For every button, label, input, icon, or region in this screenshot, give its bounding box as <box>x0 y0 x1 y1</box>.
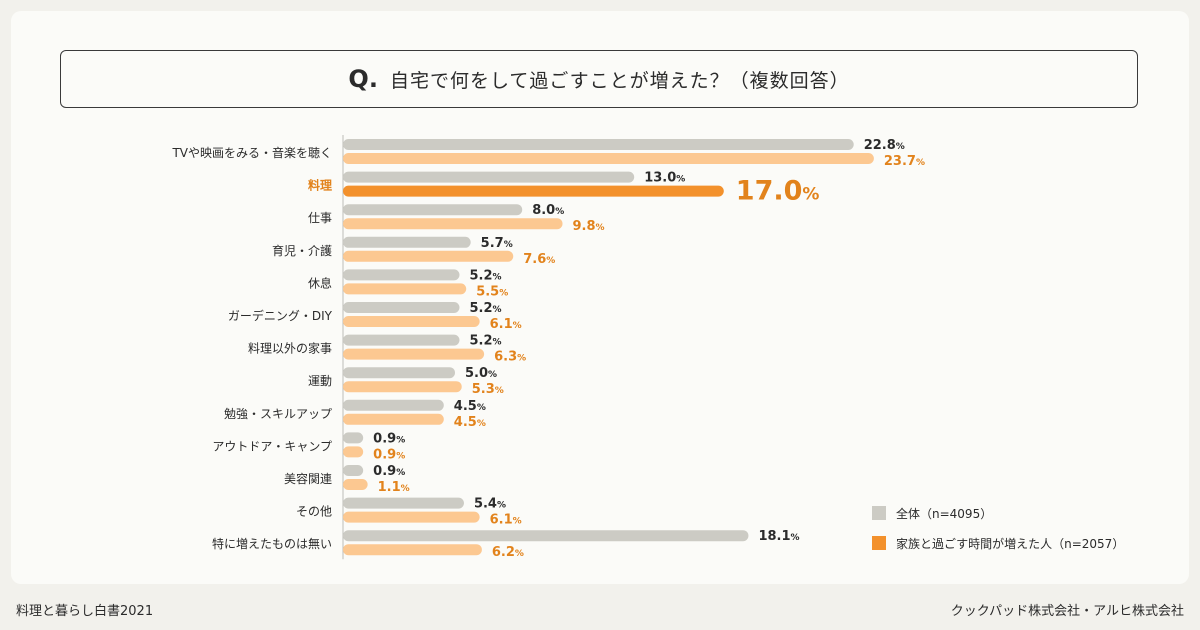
category-label: 勉強・スキルアップ <box>224 407 332 421</box>
question-box: Q. 自宅で何をして過ごすことが増えた？（複数回答） <box>60 50 1138 108</box>
bar-family <box>343 250 514 262</box>
bar-all <box>343 399 444 411</box>
bar-all <box>343 432 364 444</box>
value-label-all: 5.4% <box>474 497 506 512</box>
value-label-family: 17.0% <box>736 176 820 207</box>
category-label: 育児・介護 <box>272 243 332 258</box>
bar-family <box>343 185 724 197</box>
category-label: TVや映画をみる・音楽を聴く <box>171 145 332 160</box>
value-label-family: 5.5% <box>476 284 508 299</box>
bar-all <box>343 139 854 150</box>
bar-family <box>343 316 480 327</box>
bar-family <box>343 153 874 164</box>
bar-all <box>343 171 635 183</box>
category-label: 運動 <box>308 374 332 388</box>
value-label-family: 23.7% <box>884 154 925 169</box>
value-label-all: 4.5% <box>454 399 486 414</box>
value-label-family: 6.1% <box>490 317 522 332</box>
category-label: 特に増えたものは無い <box>212 536 332 551</box>
category-label: 美容関連 <box>284 471 332 486</box>
value-label-all: 5.2% <box>469 334 501 349</box>
bar-family <box>343 283 467 295</box>
value-label-family: 4.5% <box>454 415 486 430</box>
value-label-all: 0.9% <box>373 464 405 479</box>
footer-source: 料理と暮らし白書2021 <box>16 604 154 619</box>
bar-all <box>343 236 471 248</box>
value-label-family: 7.6% <box>523 252 555 267</box>
bar-family <box>343 348 485 360</box>
bar-family <box>343 544 482 556</box>
legend-swatch <box>872 506 886 520</box>
bar-all <box>343 497 464 509</box>
bar-all <box>343 530 749 542</box>
bar-all <box>343 367 455 379</box>
bar-family <box>343 218 563 230</box>
legend-label: 家族と過ごす時間が増えた人（n=2057） <box>896 536 1124 551</box>
value-label-family: 6.1% <box>490 513 522 528</box>
value-label-all: 8.0% <box>532 203 564 218</box>
question-text: 自宅で何をして過ごすことが増えた？（複数回答） <box>389 69 850 92</box>
category-label: アウトドア・キャンプ <box>212 439 332 453</box>
category-label: ガーデニング・DIY <box>228 308 333 323</box>
value-label-all: 22.8% <box>864 138 905 153</box>
bar-family <box>343 446 364 458</box>
bar-all <box>343 302 460 313</box>
category-label: 料理以外の家事 <box>248 341 332 356</box>
value-label-all: 5.2% <box>469 268 501 283</box>
value-label-all: 0.9% <box>373 431 405 446</box>
value-label-family: 6.3% <box>494 350 526 365</box>
category-label: 仕事 <box>308 211 332 225</box>
bar-family <box>343 511 480 523</box>
bar-all <box>343 465 364 476</box>
value-label-all: 5.0% <box>465 366 497 381</box>
value-label-all: 5.2% <box>469 301 501 316</box>
value-label-all: 18.1% <box>758 529 799 544</box>
value-label-all: 5.7% <box>481 236 513 251</box>
value-label-all: 13.0% <box>644 171 685 186</box>
legend-label: 全体（n=4095） <box>896 506 992 521</box>
value-label-family: 5.3% <box>472 382 504 397</box>
category-label: 料理 <box>308 178 332 193</box>
bar-all <box>343 334 460 346</box>
value-label-family: 6.2% <box>492 545 524 560</box>
value-label-family: 0.9% <box>373 447 405 462</box>
category-label: その他 <box>296 505 332 519</box>
footer-credit: クックパッド株式会社・アルヒ株式会社 <box>950 604 1184 619</box>
category-label: 休息 <box>308 275 332 290</box>
value-label-family: 1.1% <box>378 480 410 495</box>
value-label-family: 9.8% <box>573 219 605 234</box>
bar-family <box>343 479 368 490</box>
question-mark: Q. <box>348 65 378 93</box>
legend-swatch <box>872 536 886 550</box>
bar-family <box>343 381 462 393</box>
bar-family <box>343 413 444 425</box>
bar-all <box>343 204 523 216</box>
bar-all <box>343 269 460 281</box>
